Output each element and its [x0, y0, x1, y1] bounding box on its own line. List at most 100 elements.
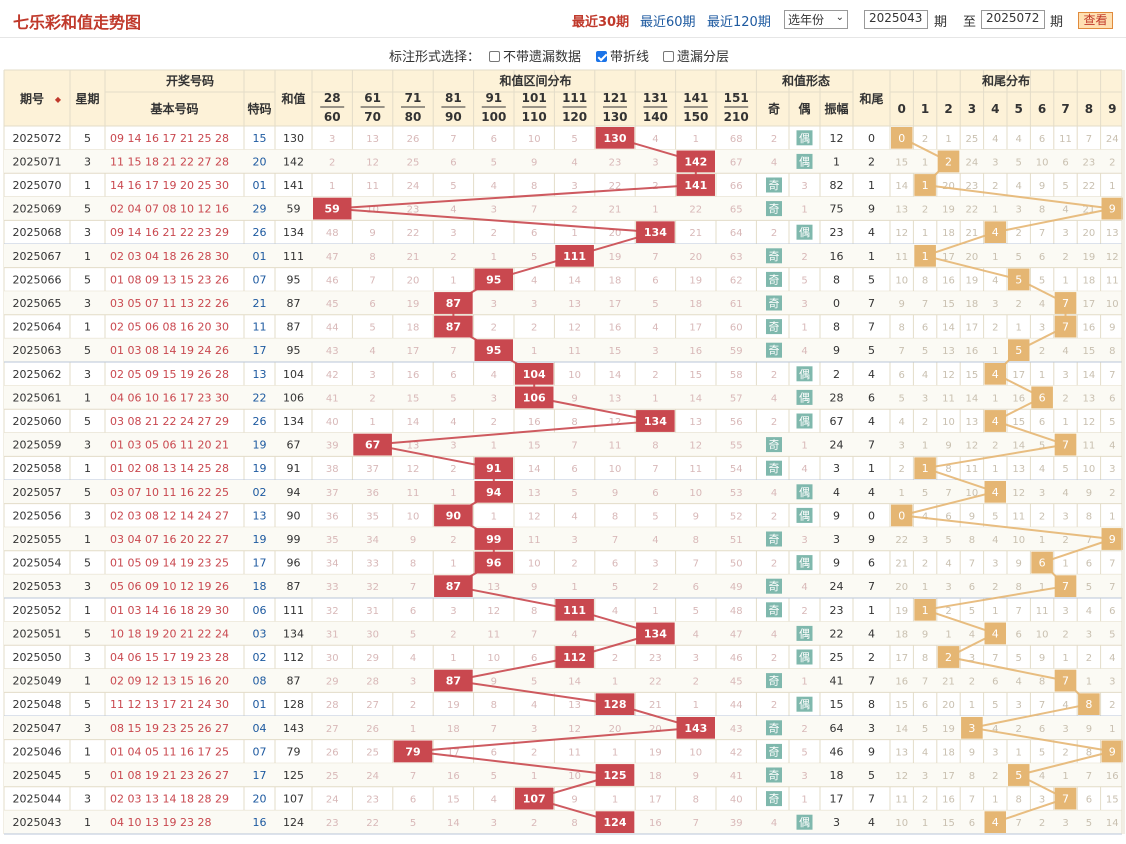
- from-issue-input[interactable]: 2025043: [864, 10, 928, 29]
- range-omission: 5: [571, 134, 577, 145]
- parity-badge-text: 偶: [799, 486, 810, 499]
- weekday: 1: [84, 604, 91, 617]
- range-omission: 12: [568, 724, 581, 735]
- range-omission: 10: [568, 370, 581, 381]
- range-hit-value: 134: [644, 627, 667, 640]
- tail-omission: 4: [969, 629, 975, 640]
- special-number: 17: [253, 344, 267, 357]
- range-omission: 20: [407, 275, 420, 286]
- special-number: 16: [253, 816, 267, 829]
- range-omission: 23: [407, 205, 420, 216]
- option-polyline[interactable]: 带折线: [596, 46, 649, 65]
- range-omission: 18: [447, 724, 460, 735]
- tail-omission: 16: [966, 346, 979, 357]
- range-omission: 58: [730, 370, 743, 381]
- header-hewei: 和尾: [858, 91, 883, 106]
- parity-badge: [766, 767, 782, 783]
- tail-omission: 8: [1039, 677, 1045, 688]
- tail-omission: 1: [969, 700, 975, 711]
- tail-omission: 1: [1039, 582, 1045, 593]
- tail-omission: 3: [992, 299, 998, 310]
- tail-omission: 10: [942, 417, 955, 428]
- option-omission-layer[interactable]: 遗漏分层: [663, 46, 729, 65]
- range-omission: 9: [693, 771, 699, 782]
- parity-omission: 2: [771, 417, 777, 428]
- special-number: 19: [253, 462, 267, 475]
- range-omission: 21: [689, 228, 702, 239]
- range-omission: 15: [609, 346, 622, 357]
- tail-trend-line: [924, 608, 996, 635]
- tail-hit-value: 1: [922, 604, 929, 617]
- recent-60-link[interactable]: 最近60期: [640, 15, 696, 30]
- range-hit-cell: [313, 197, 352, 220]
- range-omission: 8: [652, 441, 658, 452]
- tail-omission: 8: [1109, 346, 1115, 357]
- range-omission: 32: [326, 606, 339, 617]
- range-omission: 8: [491, 700, 497, 711]
- range-omission: 45: [730, 677, 743, 688]
- recent-30-link[interactable]: 最近30期: [572, 15, 630, 30]
- tail-hit-value: 6: [1039, 391, 1046, 404]
- tail-omission: 20: [895, 582, 908, 593]
- weekday: 3: [84, 651, 91, 664]
- range-omission: 18: [649, 771, 662, 782]
- parity-badge-text: 奇: [769, 297, 780, 310]
- recent-120-link[interactable]: 最近120期: [707, 15, 771, 30]
- range-hit-cell: [636, 221, 675, 243]
- range-omission: 1: [612, 795, 618, 806]
- base-numbers: 01 04 05 11 16 17 25: [110, 745, 229, 758]
- to-issue-input[interactable]: 2025072: [981, 10, 1045, 29]
- range-omission: 1: [491, 511, 497, 522]
- sum-value: 59: [287, 203, 301, 216]
- query-button[interactable]: 查看: [1078, 12, 1113, 29]
- sum-trend-line: [412, 726, 696, 753]
- range-omission: 10: [407, 511, 420, 522]
- range-omission: 57: [730, 393, 743, 404]
- range-omission: 21: [649, 700, 662, 711]
- tail-trend-line: [948, 656, 1066, 682]
- base-numbers: 02 03 08 12 14 24 27: [110, 509, 229, 522]
- tail-hit-cell: [1054, 575, 1077, 597]
- range-omission: 8: [531, 606, 537, 617]
- parity-badge-text: 奇: [769, 439, 780, 452]
- range-omission: 12: [487, 606, 500, 617]
- digit-header-label: 3: [968, 102, 976, 116]
- tail-omission: 6: [922, 323, 928, 334]
- option-no-omission[interactable]: 不带遗漏数据: [489, 46, 581, 65]
- tail-omission: 1: [992, 346, 998, 357]
- qi-label: 期: [934, 15, 948, 30]
- range-omission: 4: [612, 606, 618, 617]
- special-number: 17: [253, 769, 267, 782]
- tail-omission: 2: [1109, 488, 1115, 499]
- checkbox-checked-icon[interactable]: [596, 51, 607, 62]
- tail-omission: 14: [895, 181, 908, 192]
- range-omission: 2: [450, 535, 456, 546]
- sum-value: 104: [283, 368, 304, 381]
- checkbox-icon[interactable]: [663, 51, 674, 62]
- range-omission: 3: [491, 205, 497, 216]
- sum-tail: 4: [868, 415, 875, 428]
- range-hit-cell: [474, 551, 513, 574]
- parity-omission: 2: [801, 724, 807, 735]
- tail-omission: 25: [966, 134, 979, 145]
- tail-hit-cell: [1031, 386, 1053, 409]
- parity-omission: 2: [771, 228, 777, 239]
- tail-hit-cell: [1054, 669, 1077, 692]
- tail-hit-value: 7: [1062, 580, 1069, 593]
- checkbox-icon[interactable]: [489, 51, 500, 62]
- tail-omission: 11: [895, 795, 908, 806]
- range-omission: 32: [366, 582, 379, 593]
- range-hit-value: 79: [405, 745, 420, 758]
- sum-tail: 6: [868, 391, 875, 404]
- range-omission: 41: [326, 393, 339, 404]
- tail-omission: 24: [1106, 134, 1119, 145]
- range-omission: 22: [689, 205, 702, 216]
- tail-omission: 8: [899, 323, 905, 334]
- range-omission: 4: [571, 629, 577, 640]
- sum-value: 91: [287, 462, 301, 475]
- tail-trend-line: [924, 231, 996, 257]
- year-select[interactable]: 选年份 ⌄: [784, 10, 848, 29]
- weekday: 5: [84, 344, 91, 357]
- range-omission: 17: [609, 299, 622, 310]
- tail-hit-value: 4: [992, 415, 999, 428]
